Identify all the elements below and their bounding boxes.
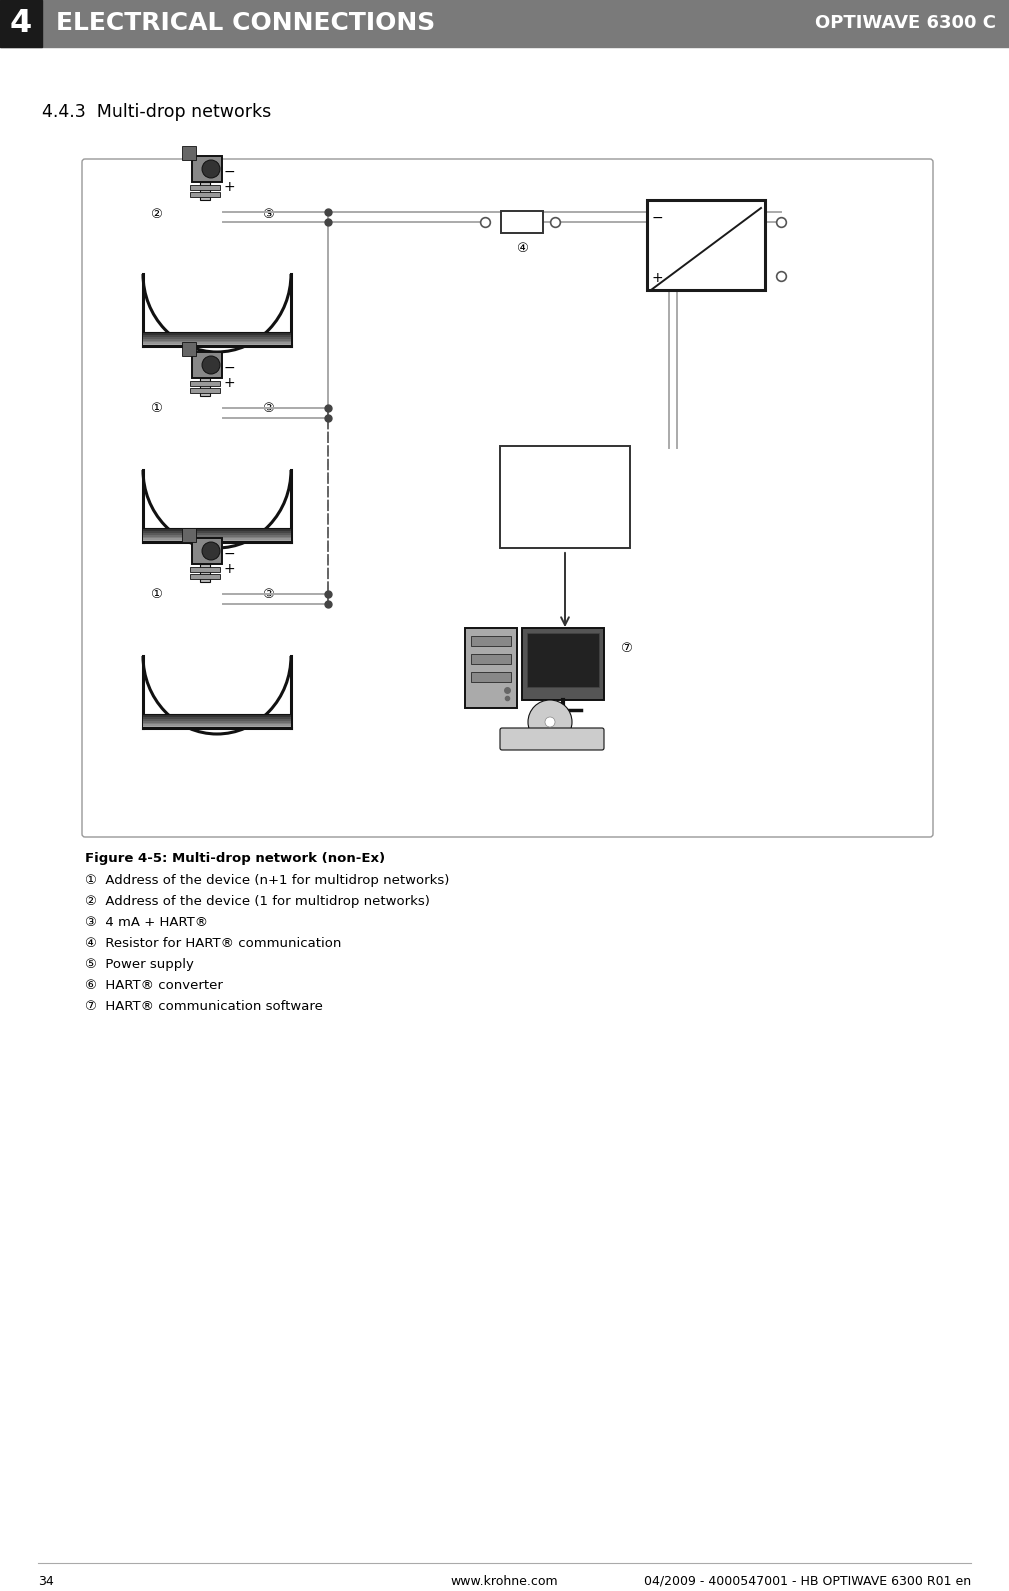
Text: ③: ③ <box>262 587 273 600</box>
Text: ⑦: ⑦ <box>621 641 632 654</box>
Text: ⑤: ⑤ <box>722 267 734 280</box>
Bar <box>200 379 210 396</box>
Circle shape <box>545 718 555 727</box>
Bar <box>143 724 291 727</box>
Bar <box>143 722 291 725</box>
Bar <box>192 156 222 181</box>
Bar <box>0 0 1009 48</box>
Bar <box>143 714 291 716</box>
Text: ④: ④ <box>516 242 528 255</box>
Bar <box>143 541 291 543</box>
Bar <box>143 719 291 721</box>
Bar <box>465 628 517 708</box>
Text: ③: ③ <box>262 207 273 221</box>
Text: +: + <box>651 270 663 285</box>
Bar <box>143 536 291 539</box>
Text: −: − <box>223 361 235 375</box>
Bar <box>200 563 210 582</box>
Text: ①  Address of the device (n+1 for multidrop networks): ① Address of the device (n+1 for multidr… <box>85 873 449 888</box>
Bar <box>192 538 222 563</box>
Circle shape <box>202 356 220 374</box>
Bar <box>190 388 220 393</box>
Bar <box>0 0 42 48</box>
Bar <box>500 445 630 547</box>
Bar <box>143 538 291 541</box>
Bar <box>143 721 291 722</box>
Circle shape <box>202 161 220 178</box>
Text: +: + <box>223 375 235 390</box>
Text: ②  Address of the device (1 for multidrop networks): ② Address of the device (1 for multidrop… <box>85 896 430 908</box>
Text: 4.4.3  Multi-drop networks: 4.4.3 Multi-drop networks <box>42 103 271 121</box>
FancyBboxPatch shape <box>500 729 604 749</box>
Bar <box>143 716 291 718</box>
Bar <box>143 533 291 535</box>
Bar <box>182 146 196 161</box>
Bar <box>471 671 511 683</box>
Bar <box>647 200 765 290</box>
Text: −: − <box>651 212 663 224</box>
Bar <box>143 531 291 533</box>
Text: ELECTRICAL CONNECTIONS: ELECTRICAL CONNECTIONS <box>57 11 435 35</box>
Bar <box>143 530 291 531</box>
Bar <box>182 528 196 543</box>
Bar <box>143 342 291 345</box>
Bar <box>471 636 511 646</box>
Text: 4: 4 <box>10 8 32 40</box>
Bar <box>143 340 291 344</box>
Bar <box>143 339 291 340</box>
FancyBboxPatch shape <box>82 159 933 837</box>
Bar <box>143 528 291 530</box>
Bar <box>143 334 291 336</box>
Text: ⑦  HART® communication software: ⑦ HART® communication software <box>85 1001 323 1013</box>
Circle shape <box>202 543 220 560</box>
Text: +: + <box>223 180 235 194</box>
Text: ④  Resistor for HART® communication: ④ Resistor for HART® communication <box>85 937 341 950</box>
Bar <box>527 633 599 687</box>
Bar <box>192 352 222 379</box>
Text: ①: ① <box>150 587 161 600</box>
Bar <box>190 574 220 579</box>
Text: −: − <box>223 547 235 562</box>
Bar <box>522 628 604 700</box>
Text: ③: ③ <box>262 401 273 415</box>
Bar <box>143 725 291 729</box>
Bar <box>190 185 220 191</box>
Bar <box>143 336 291 337</box>
Circle shape <box>528 700 572 745</box>
Text: ⑥  HART® converter: ⑥ HART® converter <box>85 978 223 993</box>
Text: 04/2009 - 4000547001 - HB OPTIWAVE 6300 R01 en: 04/2009 - 4000547001 - HB OPTIWAVE 6300 … <box>644 1575 971 1588</box>
Bar <box>200 181 210 200</box>
Text: −: − <box>223 165 235 180</box>
Text: OPTIWAVE 6300 C: OPTIWAVE 6300 C <box>815 14 996 32</box>
Bar <box>143 344 291 347</box>
Bar <box>471 654 511 663</box>
Bar <box>190 382 220 387</box>
Text: 34: 34 <box>38 1575 53 1588</box>
Bar <box>143 337 291 339</box>
Bar <box>143 331 291 334</box>
Bar <box>143 718 291 719</box>
Bar <box>182 342 196 356</box>
Bar <box>190 568 220 573</box>
Text: +: + <box>223 562 235 576</box>
Text: ②: ② <box>150 207 161 221</box>
Bar <box>501 212 543 232</box>
Text: ③  4 mA + HART®: ③ 4 mA + HART® <box>85 916 208 929</box>
Text: Figure 4-5: Multi-drop network (non-Ex): Figure 4-5: Multi-drop network (non-Ex) <box>85 853 385 866</box>
Bar <box>190 191 220 197</box>
Text: ⑥: ⑥ <box>558 490 572 504</box>
Text: ⑤  Power supply: ⑤ Power supply <box>85 958 194 971</box>
Text: ①: ① <box>150 401 161 415</box>
Text: www.krohne.com: www.krohne.com <box>450 1575 558 1588</box>
Bar <box>143 535 291 538</box>
